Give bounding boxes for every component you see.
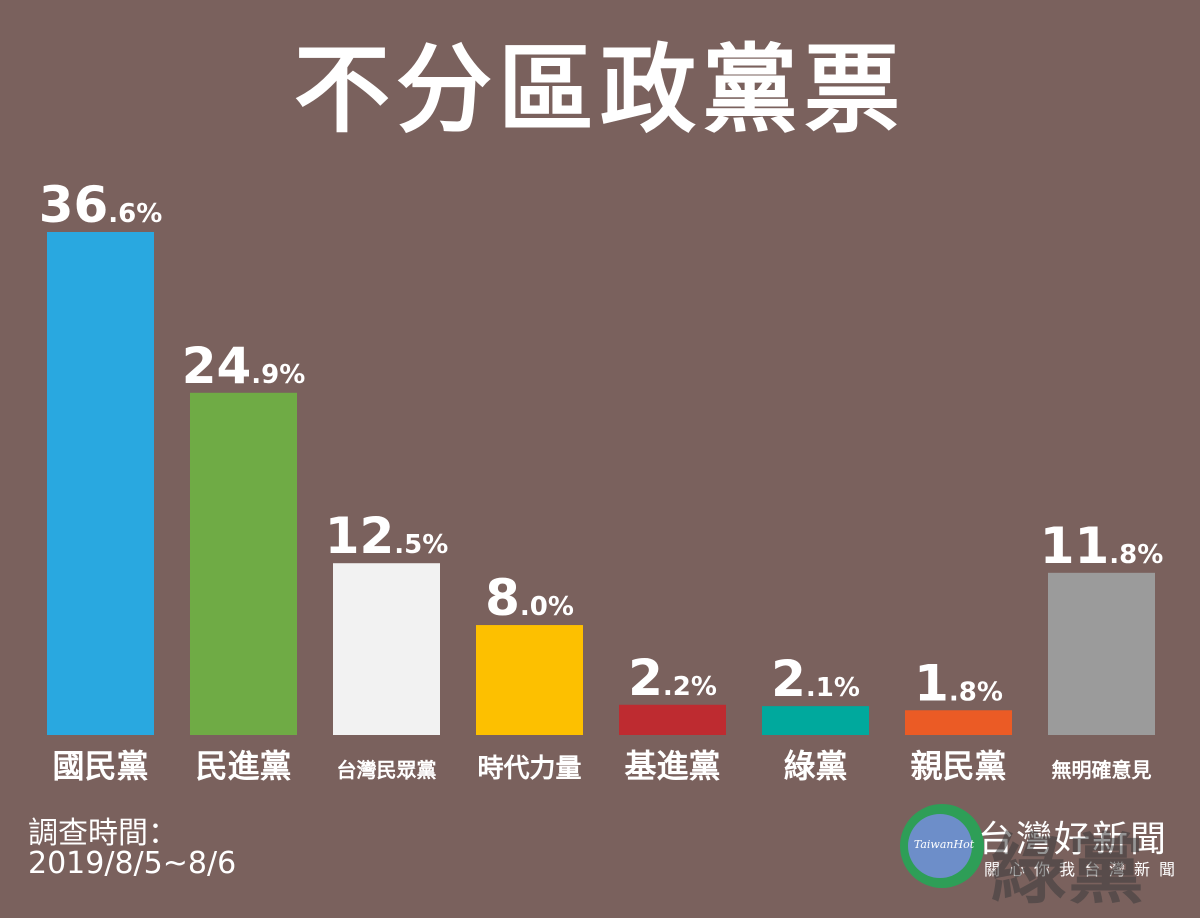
logo-english-text: TaiwanHot xyxy=(913,838,975,851)
category-label-4: 基進黨 xyxy=(624,747,720,785)
bar-value-label-6: 1.8% xyxy=(914,654,1003,712)
bar-7 xyxy=(1048,572,1155,735)
bar-value-label-2: 12.5% xyxy=(325,507,449,565)
bar-chart: 36.6% 國民黨 24.9% 民進黨 12.5% 台灣民眾黨 8.0% 時代力量 2.2% 基進… xyxy=(39,176,1164,785)
category-label-0: 國民黨 xyxy=(52,747,148,785)
bar-2 xyxy=(333,563,440,735)
logo-globe-icon xyxy=(908,814,972,878)
chart-title: 不分區政黨票 xyxy=(294,34,906,146)
survey-time-label: 調查時間： xyxy=(28,816,178,851)
bar-value-label-0: 36.6% xyxy=(39,176,163,234)
bar-0 xyxy=(47,232,154,735)
logo-subtitle: 關心你我台灣新聞 xyxy=(984,860,1185,879)
bar-1 xyxy=(190,392,297,735)
bar-value-label-1: 24.9% xyxy=(182,337,306,395)
bar-6 xyxy=(905,710,1012,735)
bar-4 xyxy=(619,704,726,735)
category-label-5: 綠黨 xyxy=(783,747,847,785)
bar-5 xyxy=(762,706,869,735)
bar-value-label-5: 2.1% xyxy=(771,650,860,708)
bar-value-label-4: 2.2% xyxy=(628,649,717,707)
survey-date: 2019/8/5~8/6 xyxy=(28,846,237,881)
category-label-1: 民進黨 xyxy=(195,747,291,785)
watermark-text: 綠黨 xyxy=(990,825,1146,914)
bar-value-label-7: 11.8% xyxy=(1040,517,1164,575)
logo-chinese-text: 台灣好新聞 xyxy=(978,819,1169,860)
bar-value-label-3: 8.0% xyxy=(485,569,574,627)
category-label-6: 親民黨 xyxy=(910,747,1006,785)
logo-circle-icon xyxy=(900,804,984,888)
bar-3 xyxy=(476,625,583,735)
category-label-7: 無明確意見 xyxy=(1052,758,1152,782)
category-label-3: 時代力量 xyxy=(477,754,581,784)
category-label-2: 台灣民眾黨 xyxy=(337,758,437,782)
taiwanhot-logo: TaiwanHot 台灣好新聞 關心你我台灣新聞 xyxy=(900,800,1200,900)
